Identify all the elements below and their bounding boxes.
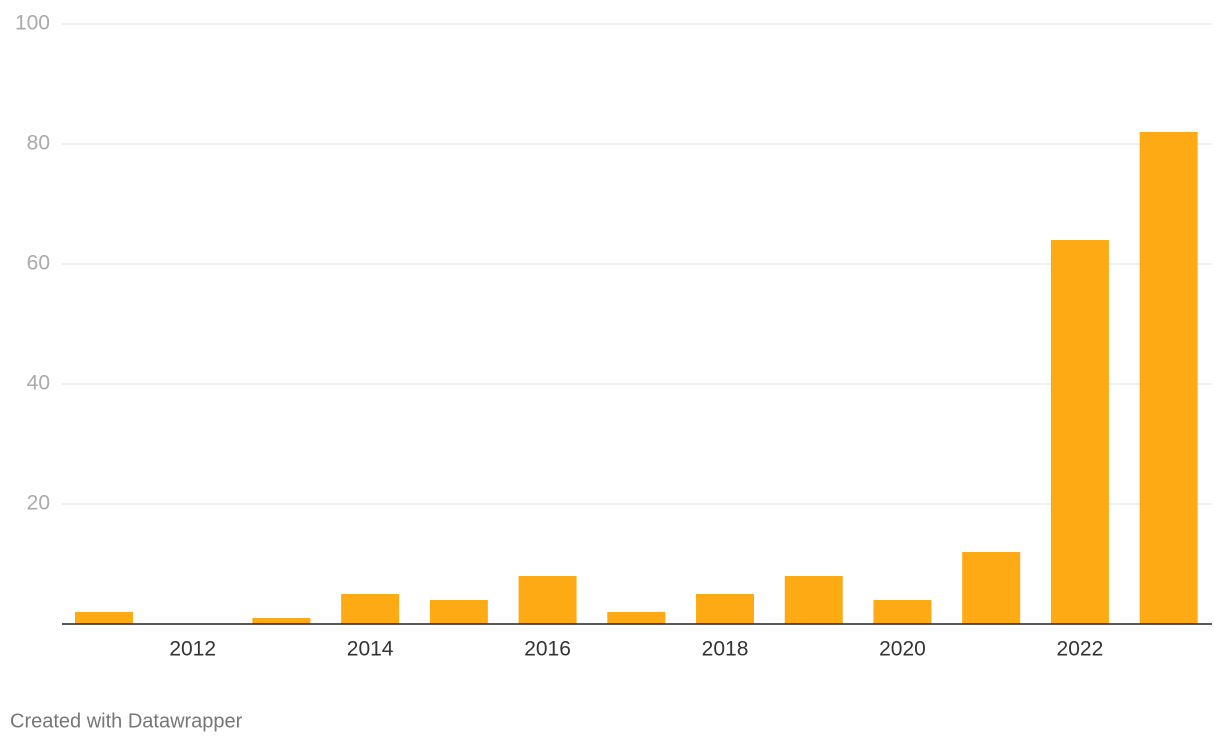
bar <box>341 594 400 624</box>
bar <box>429 600 488 624</box>
bar <box>518 576 577 624</box>
x-tick-label: 2020 <box>879 638 926 661</box>
y-tick-label: 20 <box>27 492 50 515</box>
x-tick-label: 2014 <box>347 638 394 661</box>
y-tick-label: 80 <box>27 132 50 155</box>
bar <box>1139 132 1198 624</box>
x-tick-label: 2012 <box>169 638 216 661</box>
x-tick-label: 2016 <box>524 638 571 661</box>
y-tick-label: 100 <box>15 12 50 35</box>
y-tick-label: 40 <box>27 372 50 395</box>
bar <box>962 552 1021 624</box>
y-tick-label: 60 <box>27 252 50 275</box>
bar <box>1050 240 1109 624</box>
x-tick-label: 2022 <box>1057 638 1104 661</box>
footer: Created with Datawrapper <box>10 710 243 732</box>
bar <box>696 594 755 624</box>
bar <box>784 576 843 624</box>
bar <box>607 612 666 624</box>
bar <box>252 618 311 624</box>
bar <box>873 600 932 624</box>
x-tick-label: 2018 <box>702 638 749 661</box>
bar <box>74 612 133 624</box>
